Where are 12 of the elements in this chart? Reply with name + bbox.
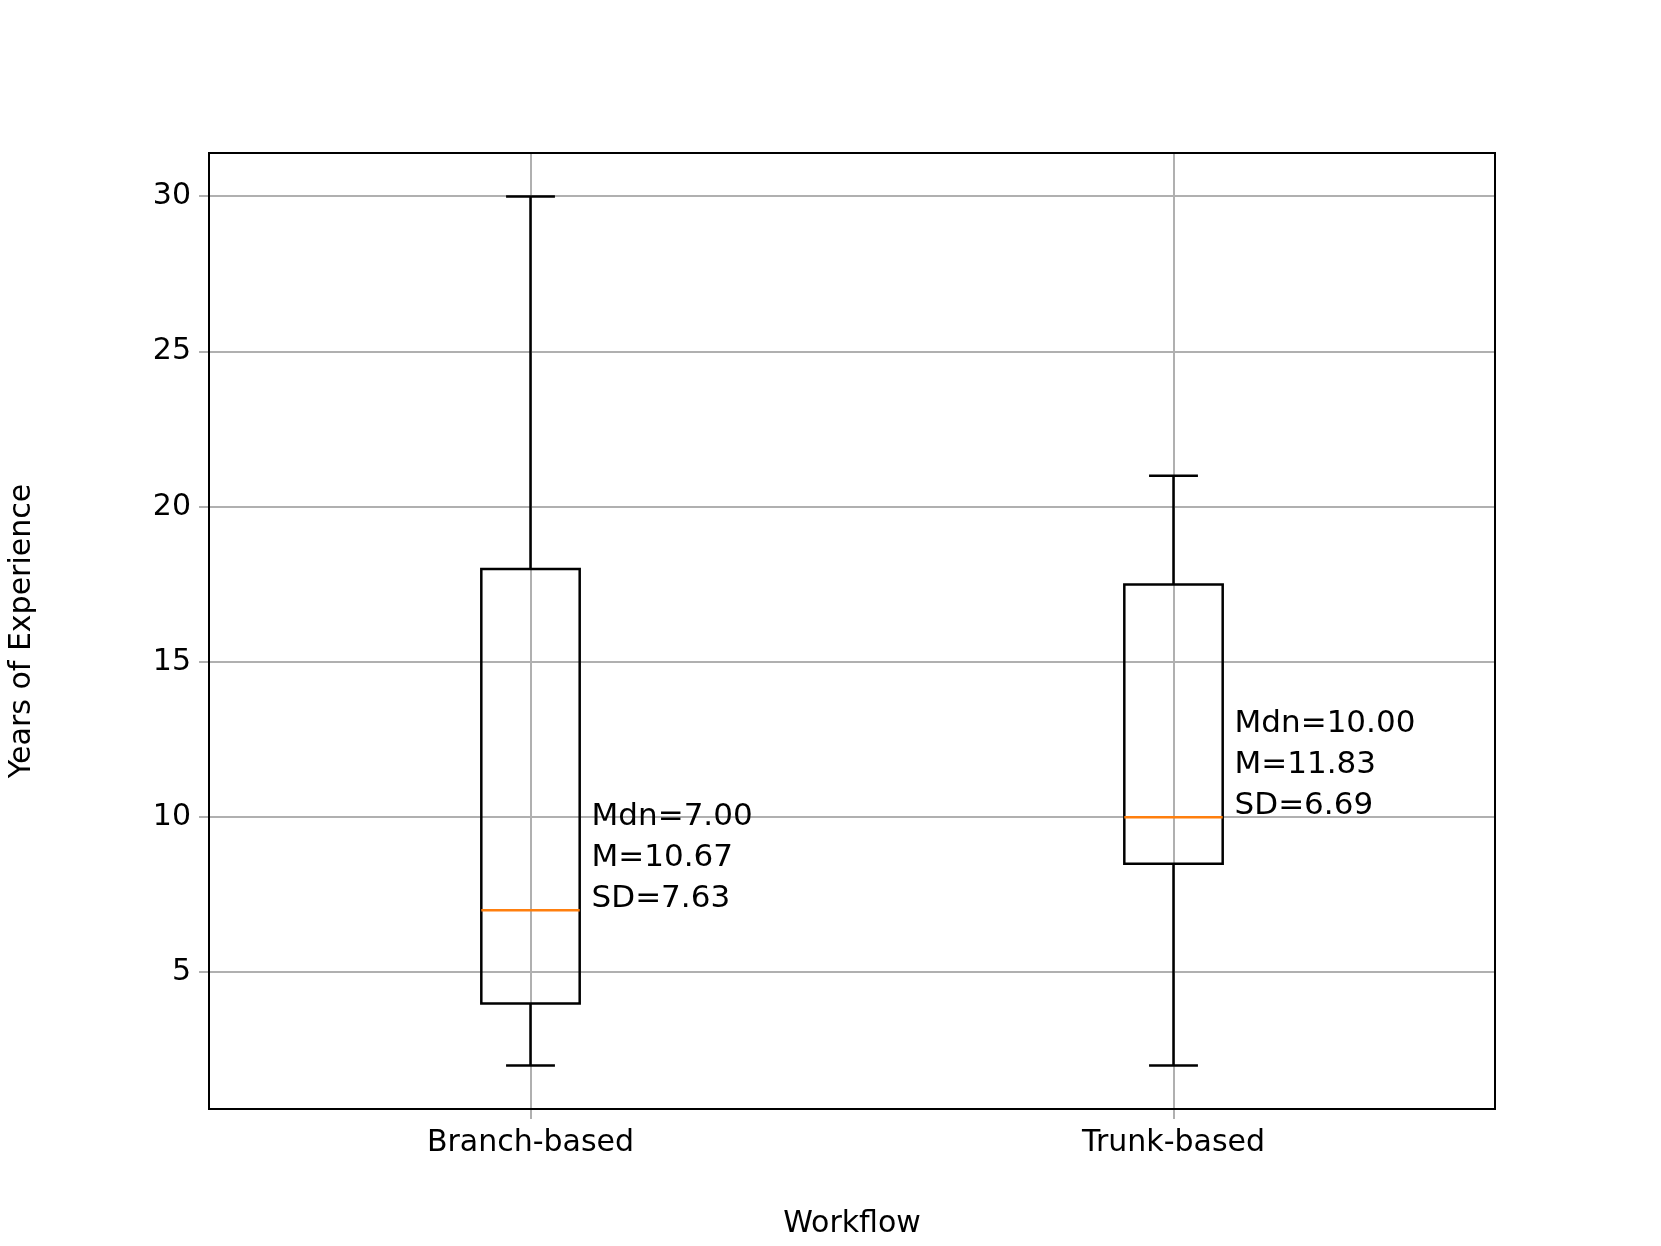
y-tick-label: 25 — [152, 331, 191, 367]
y-axis-title: Years of Experience — [1, 483, 37, 780]
y-tick-label: 20 — [152, 486, 191, 522]
annotation: Mdn=10.00 M=11.83 SD=6.69 — [1234, 702, 1416, 821]
annotation: Mdn=7.00 M=10.67 SD=7.63 — [591, 795, 753, 914]
y-tick-label: 30 — [152, 176, 191, 212]
y-tick-label: 10 — [152, 797, 191, 833]
x-axis-title: Workflow — [783, 1203, 921, 1239]
y-tick-label: 15 — [152, 641, 191, 677]
x-tick-label: Branch-based — [426, 1122, 635, 1158]
y-tick-label: 5 — [171, 952, 191, 988]
x-tick-label: Trunk-based — [1080, 1122, 1266, 1158]
